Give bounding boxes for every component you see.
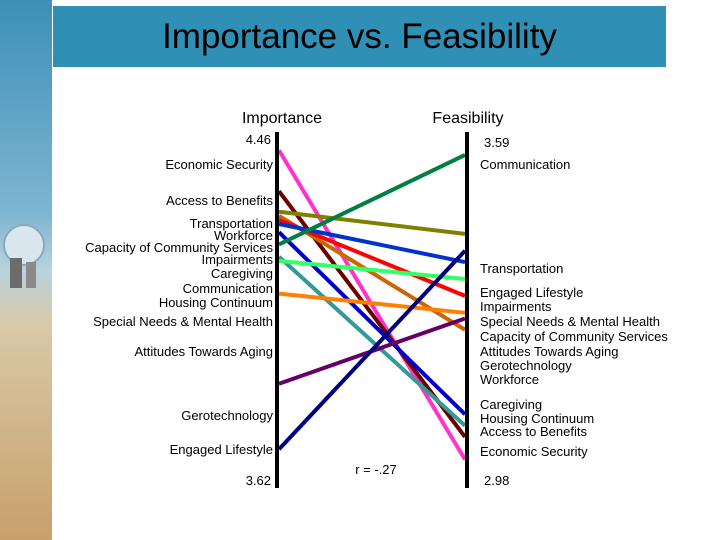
right-label-communication: Communication: [480, 157, 570, 172]
left-label-engaged-lifestyle: Engaged Lifestyle: [170, 442, 273, 457]
right-label-capacity-of-community-services: Capacity of Community Services: [480, 329, 668, 344]
importance-max-label: 4.46: [246, 132, 271, 147]
right-label-engaged-lifestyle: Engaged Lifestyle: [480, 285, 583, 300]
left-label-gerotechnology: Gerotechnology: [181, 408, 273, 423]
left-label-transportation: Transportation: [190, 216, 273, 231]
series-line-transportation: [278, 209, 466, 236]
sidebar-background-image: [0, 0, 52, 540]
title-bar: Importance vs. Feasibility: [53, 6, 666, 67]
left-label-caregiving: Caregiving: [211, 266, 273, 281]
desert-landscape-graphic: [0, 0, 52, 540]
right-label-impairments: Impairments: [480, 299, 552, 314]
left-label-special-needs-mental-health: Special Needs & Mental Health: [93, 314, 273, 329]
right-label-housing-continuum: Housing Continuum: [480, 411, 594, 426]
feasibility-min-label: 2.98: [484, 473, 509, 488]
left-label-economic-security: Economic Security: [165, 157, 273, 172]
importance-axis-label: Importance: [242, 110, 322, 127]
left-label-workforce: Workforce: [214, 228, 273, 243]
series-lines: [277, 149, 467, 461]
right-label-caregiving: Caregiving: [480, 397, 542, 412]
right-label-gerotechnology: Gerotechnology: [480, 358, 572, 373]
right-label-economic-security: Economic Security: [480, 444, 588, 459]
left-label-attitudes-towards-aging: Attitudes Towards Aging: [134, 344, 273, 359]
series-line-special-needs-mental-health: [278, 258, 466, 281]
series-line-attitudes-towards-aging: [278, 291, 466, 315]
importance-min-label: 3.62: [246, 473, 271, 488]
series-line-housing-continuum: [277, 255, 467, 428]
feasibility-axis-label: Feasibility: [432, 110, 503, 127]
series-line-engaged-lifestyle: [277, 249, 467, 451]
right-label-access-to-benefits: Access to Benefits: [480, 424, 587, 439]
left-label-capacity-of-community-services: Capacity of Community Services: [85, 240, 273, 255]
right-label-attitudes-towards-aging: Attitudes Towards Aging: [480, 344, 619, 359]
left-label-communication: Communication: [183, 281, 273, 296]
right-label-transportation: Transportation: [480, 261, 563, 276]
left-labels: Economic Security Access to Benefits Trans…: [85, 157, 273, 457]
right-label-special-needs-mental-health: Special Needs & Mental Health: [480, 314, 660, 329]
right-label-workforce: Workforce: [480, 372, 539, 387]
left-label-impairments: Impairments: [201, 252, 273, 267]
feasibility-max-label: 3.59: [484, 135, 509, 150]
left-label-access-to-benefits: Access to Benefits: [166, 193, 273, 208]
right-labels: Communication Transportation Engaged Lifes…: [480, 157, 668, 459]
page-title: Importance vs. Feasibility: [162, 16, 557, 56]
series-line-communication: [278, 153, 466, 247]
correlation-annotation: r = -.27: [355, 462, 397, 477]
left-label-housing-continuum: Housing Continuum: [159, 295, 273, 310]
